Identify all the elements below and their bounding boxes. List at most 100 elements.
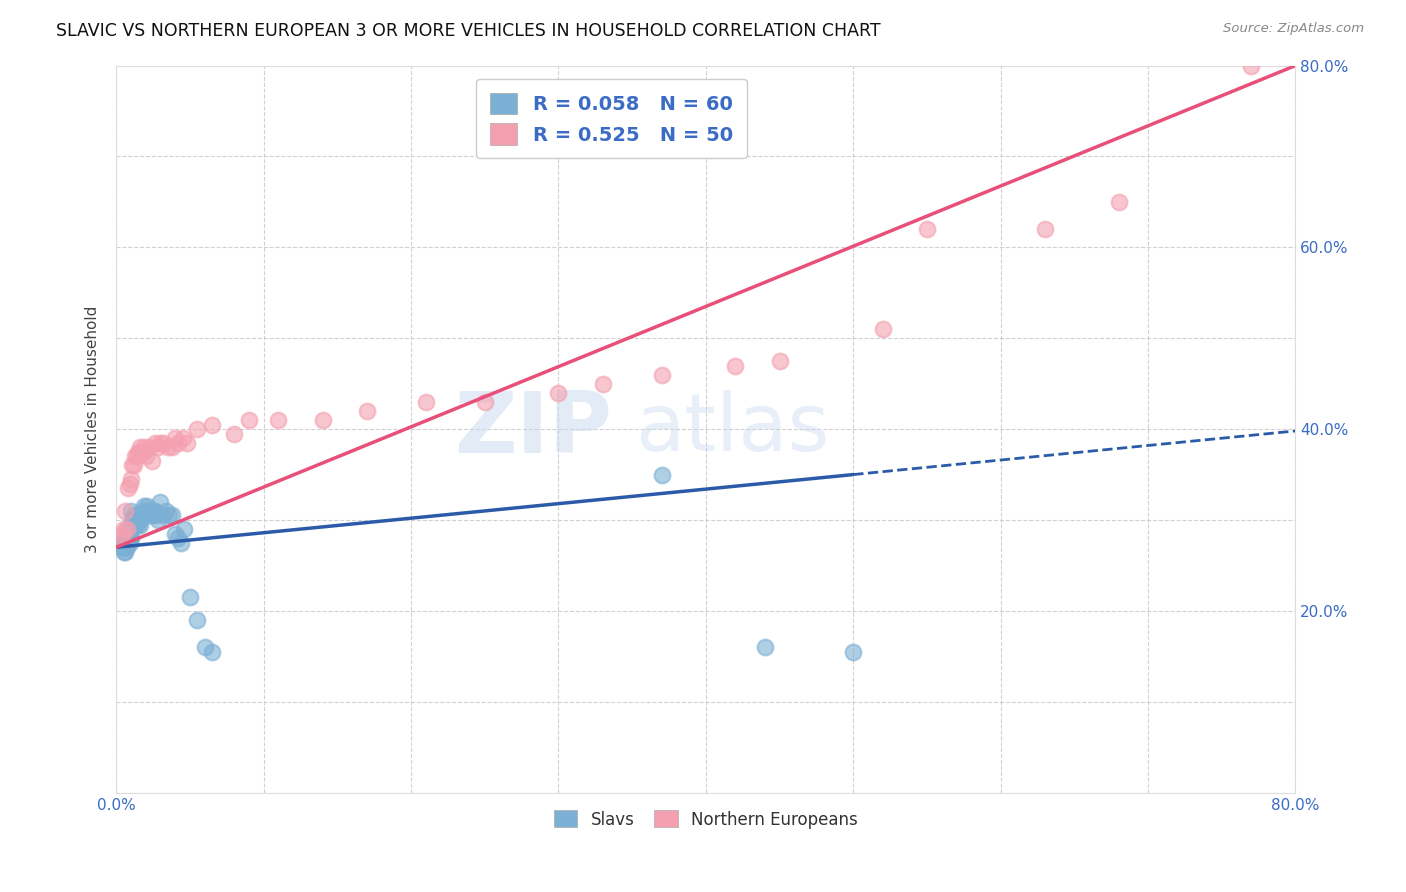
Point: [165, 431, 187, 445]
Point: [311, 413, 333, 427]
Point: [131, 445, 153, 459]
Point: [125, 513, 148, 527]
Point: [135, 504, 157, 518]
Point: [128, 513, 150, 527]
Text: atlas: atlas: [636, 390, 830, 468]
Point: [111, 526, 134, 541]
Point: [134, 440, 156, 454]
Point: [167, 435, 190, 450]
Point: [162, 508, 184, 523]
Point: [146, 440, 169, 454]
Point: [162, 440, 184, 454]
Point: [121, 522, 143, 536]
Point: [651, 368, 673, 382]
Point: [415, 395, 437, 409]
Point: [172, 431, 194, 445]
Point: [149, 495, 172, 509]
Point: [112, 522, 135, 536]
Point: [267, 413, 290, 427]
Point: [143, 504, 166, 518]
Point: [114, 545, 136, 559]
Point: [124, 508, 146, 523]
Point: [170, 535, 193, 549]
Point: [138, 440, 160, 454]
Point: [156, 440, 179, 454]
Point: [138, 504, 160, 518]
Point: [238, 413, 260, 427]
Point: [115, 522, 138, 536]
Point: [110, 535, 132, 549]
Point: [872, 322, 894, 336]
Point: [724, 359, 747, 373]
Point: [110, 531, 132, 545]
Point: [474, 395, 496, 409]
Point: [132, 508, 155, 523]
Point: [127, 508, 149, 523]
Point: [112, 545, 135, 559]
Point: [142, 504, 165, 518]
Point: [1108, 194, 1130, 209]
Point: [120, 472, 142, 486]
Point: [1167, 22, 1189, 37]
Point: [132, 445, 155, 459]
Point: [118, 476, 141, 491]
Point: [120, 522, 142, 536]
Point: [186, 613, 208, 627]
Point: [201, 417, 224, 432]
Point: [165, 526, 187, 541]
Point: [122, 458, 145, 473]
Point: [179, 591, 201, 605]
Point: [111, 541, 134, 555]
Point: [135, 450, 157, 464]
Point: [201, 645, 224, 659]
Point: [131, 508, 153, 523]
Point: [128, 517, 150, 532]
Point: [125, 508, 148, 523]
Point: [768, 354, 790, 368]
Point: [128, 440, 150, 454]
Point: [547, 385, 569, 400]
Point: [122, 513, 145, 527]
Point: [117, 481, 139, 495]
Point: [1033, 222, 1056, 236]
Point: [356, 404, 378, 418]
Point: [124, 517, 146, 532]
Point: [117, 531, 139, 545]
Legend: Slavs, Northern Europeans: Slavs, Northern Europeans: [547, 804, 865, 835]
Text: Source: ZipAtlas.com: Source: ZipAtlas.com: [1223, 22, 1364, 36]
Point: [139, 508, 162, 523]
Point: [118, 531, 141, 545]
Point: [592, 376, 614, 391]
Point: [157, 508, 180, 523]
Point: [167, 531, 190, 545]
Point: [117, 535, 139, 549]
Point: [120, 504, 142, 518]
Point: [155, 504, 177, 518]
Point: [224, 426, 246, 441]
Point: [152, 508, 174, 523]
Point: [114, 504, 136, 518]
Text: SLAVIC VS NORTHERN EUROPEAN 3 OR MORE VEHICLES IN HOUSEHOLD CORRELATION CHART: SLAVIC VS NORTHERN EUROPEAN 3 OR MORE VE…: [56, 22, 882, 40]
Point: [152, 435, 174, 450]
Point: [114, 541, 136, 555]
Point: [754, 640, 776, 655]
Point: [176, 435, 198, 450]
Point: [141, 454, 163, 468]
Point: [115, 541, 138, 555]
Point: [842, 645, 865, 659]
Point: [186, 422, 208, 436]
Point: [127, 445, 149, 459]
Point: [136, 500, 159, 514]
Point: [915, 222, 938, 236]
Point: [117, 526, 139, 541]
Point: [122, 508, 145, 523]
Point: [127, 517, 149, 532]
Point: [146, 513, 169, 527]
Point: [141, 508, 163, 523]
Point: [112, 535, 135, 549]
Point: [118, 522, 141, 536]
Point: [121, 513, 143, 527]
Text: ZIP: ZIP: [454, 388, 612, 471]
Point: [145, 508, 167, 523]
Point: [120, 531, 142, 545]
